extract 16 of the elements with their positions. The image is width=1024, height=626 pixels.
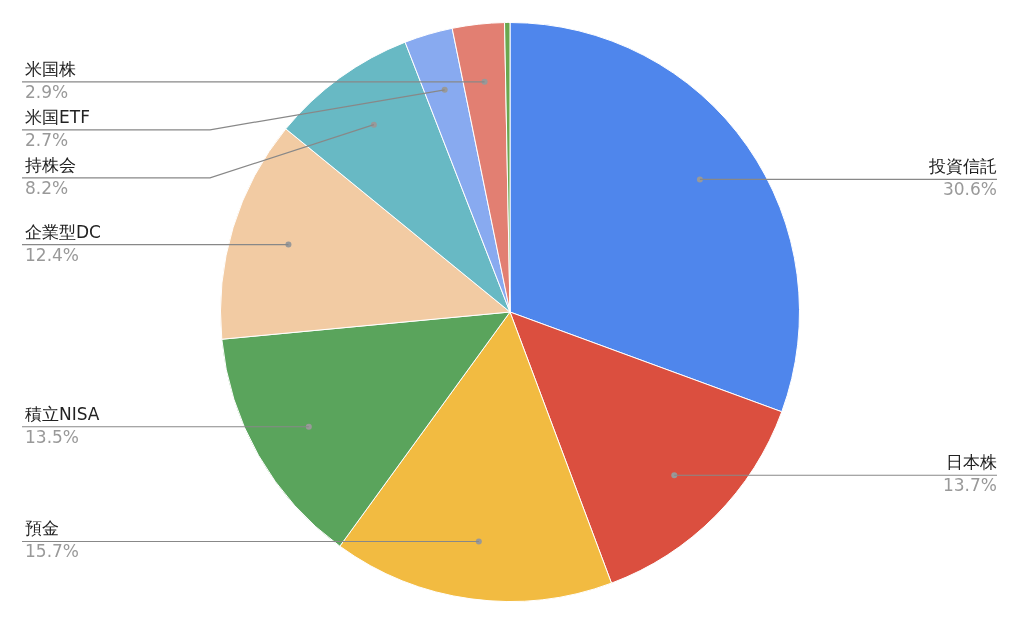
data-label: 30.6%: [942, 179, 997, 200]
data-label: 12.4%: [25, 244, 80, 265]
slice-label: 企業型DC: [25, 221, 101, 242]
data-label: 2.9%: [25, 81, 69, 102]
slice-label: 投資信託: [928, 156, 997, 177]
slice-label: 持株会: [25, 154, 76, 175]
data-label: 13.7%: [942, 475, 997, 496]
data-label: 15.7%: [25, 541, 80, 562]
data-label: 8.2%: [25, 177, 69, 198]
slice-label: 日本株: [946, 452, 997, 473]
slice-label: 積立NISA: [25, 403, 100, 424]
data-label: 2.7%: [25, 129, 69, 150]
data-label: 13.5%: [25, 426, 80, 447]
slice-label: 預金: [25, 518, 59, 539]
slice-label: 米国株: [25, 58, 76, 79]
slice-label: 米国ETF: [25, 106, 90, 127]
